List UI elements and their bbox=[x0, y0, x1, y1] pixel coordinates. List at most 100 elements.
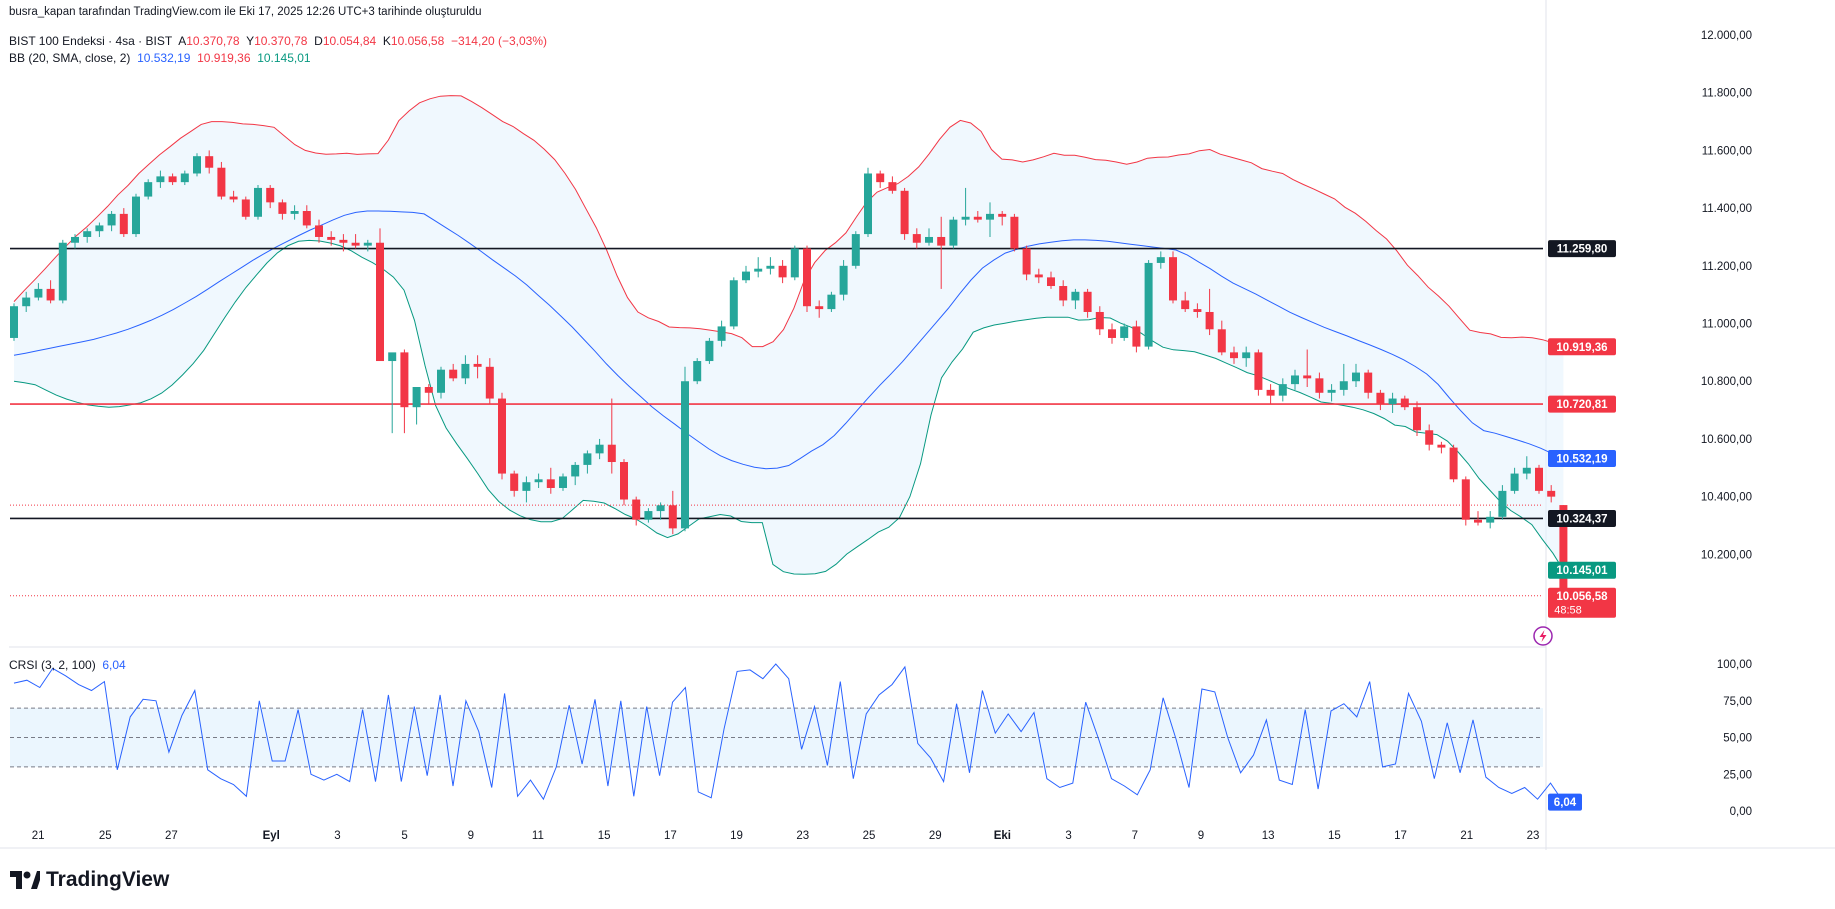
candle-body bbox=[205, 156, 214, 168]
candle bbox=[22, 291, 31, 312]
candle bbox=[266, 185, 275, 209]
candle-body bbox=[803, 248, 811, 307]
candle bbox=[58, 239, 67, 304]
candle bbox=[790, 245, 799, 281]
candle-body bbox=[1400, 398, 1409, 408]
candle-body bbox=[278, 202, 287, 214]
candle bbox=[351, 234, 360, 249]
candle-body bbox=[742, 271, 750, 281]
candle bbox=[900, 187, 909, 240]
candle-body bbox=[34, 288, 43, 298]
candle bbox=[363, 239, 372, 252]
candle-body bbox=[498, 398, 506, 474]
candle bbox=[876, 170, 885, 188]
candle-body bbox=[1388, 398, 1397, 405]
candle bbox=[681, 366, 689, 532]
price-tag-text: 10.720,81 bbox=[1556, 399, 1608, 411]
candle-body bbox=[119, 213, 128, 235]
candle bbox=[327, 231, 336, 246]
candle-body bbox=[1327, 389, 1336, 393]
candle bbox=[1144, 260, 1153, 350]
candle-body bbox=[790, 248, 799, 278]
candle bbox=[278, 199, 287, 220]
candle bbox=[534, 473, 543, 488]
candle-body bbox=[705, 340, 714, 362]
candle bbox=[815, 300, 824, 318]
candle-body bbox=[864, 173, 872, 235]
candle bbox=[217, 161, 226, 200]
price-tag-bg bbox=[1548, 395, 1616, 413]
candle bbox=[180, 170, 189, 186]
candle-body bbox=[290, 211, 299, 214]
horizontal-lines[interactable] bbox=[10, 247, 1543, 597]
bb-legend[interactable]: BB (20, SMA, close, 2) 10.532,19 10.919,… bbox=[9, 51, 311, 65]
time-tick-label: 25 bbox=[99, 830, 112, 842]
time-tick-label: 17 bbox=[664, 830, 677, 842]
candle-body bbox=[693, 361, 702, 382]
candle bbox=[1108, 323, 1116, 344]
candle bbox=[1364, 369, 1373, 399]
price-tag: 10.145,01 bbox=[1548, 561, 1616, 579]
candle bbox=[1400, 395, 1409, 411]
candle bbox=[1510, 467, 1519, 494]
candle bbox=[437, 366, 445, 399]
price-tag: 10.056,58 48:58 bbox=[1548, 587, 1616, 618]
candle bbox=[1388, 392, 1397, 413]
candle bbox=[1339, 363, 1348, 396]
candle-body bbox=[400, 352, 409, 408]
time-tick-label: 23 bbox=[796, 830, 809, 842]
candle-body bbox=[1181, 300, 1190, 310]
candle bbox=[998, 211, 1007, 226]
price-tag-bg bbox=[1548, 240, 1616, 258]
candle-body bbox=[632, 499, 641, 520]
price-tag-text: 10.056,58 bbox=[1556, 591, 1608, 603]
candle bbox=[925, 228, 933, 246]
candle bbox=[1059, 280, 1068, 307]
candle-body bbox=[754, 268, 763, 272]
crsi-label: CRSI (3, 2, 100) bbox=[9, 658, 96, 672]
candle-body bbox=[925, 236, 933, 243]
candle-body bbox=[1242, 352, 1251, 359]
candle-body bbox=[961, 216, 970, 220]
time-tick-label: 9 bbox=[1198, 830, 1204, 842]
candle-body bbox=[876, 173, 885, 183]
candle-body bbox=[241, 199, 250, 217]
candle-body bbox=[229, 196, 238, 200]
candle-body bbox=[937, 236, 946, 246]
candle-body bbox=[827, 294, 836, 310]
candle bbox=[1266, 384, 1275, 405]
candle-body bbox=[1095, 311, 1104, 330]
candle bbox=[961, 187, 970, 226]
crsi-legend[interactable]: CRSI (3, 2, 100) 6,04 bbox=[9, 658, 126, 672]
candle bbox=[95, 222, 104, 237]
time-tick-label: 9 bbox=[468, 830, 474, 842]
candle bbox=[656, 502, 665, 520]
candle bbox=[290, 205, 299, 220]
candle-body bbox=[729, 280, 738, 327]
candle bbox=[912, 228, 921, 249]
tradingview-logo[interactable]: TradingView bbox=[10, 865, 169, 895]
candle bbox=[1449, 444, 1458, 483]
price-tag-bg bbox=[1548, 509, 1616, 527]
candle-body bbox=[522, 482, 531, 491]
candle bbox=[1230, 346, 1238, 364]
price-tick-label: 11.200,00 bbox=[1702, 261, 1752, 273]
bb-basis-value: 10.532,19 bbox=[137, 51, 191, 65]
candle-body bbox=[888, 182, 897, 191]
close-label: K bbox=[382, 34, 391, 48]
candle bbox=[241, 196, 250, 220]
candle bbox=[254, 185, 262, 220]
candle bbox=[1217, 320, 1226, 356]
candle bbox=[315, 219, 323, 243]
candle-body bbox=[254, 187, 262, 217]
candle-body bbox=[595, 444, 604, 454]
candle bbox=[1022, 245, 1031, 281]
candle-body bbox=[1461, 479, 1470, 520]
candle-body bbox=[900, 190, 909, 235]
price-tag: 11.259,80 bbox=[1548, 240, 1616, 258]
symbol-legend[interactable]: BIST 100 Endeksi · 4sa · BIST A10.370,78… bbox=[9, 34, 547, 48]
candle bbox=[644, 508, 653, 523]
created-by-line: busra_kapan tarafından TradingView.com i… bbox=[9, 6, 482, 18]
candle bbox=[1425, 424, 1434, 451]
